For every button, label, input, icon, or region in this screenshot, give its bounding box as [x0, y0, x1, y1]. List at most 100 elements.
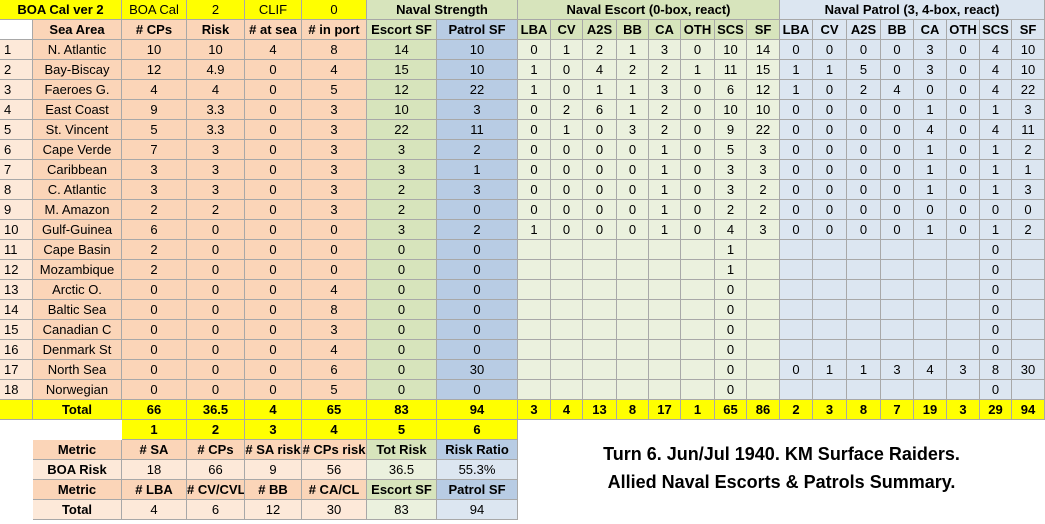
data-cell[interactable]	[518, 240, 551, 260]
column-header[interactable]: BB	[617, 20, 649, 40]
data-cell[interactable]	[947, 380, 980, 400]
data-cell[interactable]	[1012, 280, 1045, 300]
data-cell[interactable]: 0	[780, 140, 813, 160]
data-cell[interactable]: 4	[980, 80, 1012, 100]
data-cell[interactable]: 14	[0, 300, 33, 320]
data-cell[interactable]: 3	[302, 180, 367, 200]
data-cell[interactable]: 0	[813, 40, 847, 60]
total-cell[interactable]: 17	[649, 400, 681, 420]
data-cell[interactable]: 3	[187, 160, 245, 180]
data-cell[interactable]	[947, 300, 980, 320]
data-cell[interactable]	[681, 240, 715, 260]
metric-cell[interactable]: 56	[302, 460, 367, 480]
data-cell[interactable]: 2	[583, 40, 617, 60]
data-cell[interactable]: 4	[715, 220, 747, 240]
data-cell[interactable]: 0	[881, 60, 914, 80]
data-cell[interactable]: 0	[518, 160, 551, 180]
data-cell[interactable]: 0	[847, 160, 881, 180]
data-cell[interactable]	[617, 280, 649, 300]
data-cell[interactable]: 0	[367, 240, 437, 260]
metric-cell[interactable]: Risk Ratio	[437, 440, 518, 460]
data-cell[interactable]	[617, 360, 649, 380]
data-cell[interactable]: 7	[0, 160, 33, 180]
data-cell[interactable]	[780, 320, 813, 340]
data-cell[interactable]: 5	[847, 60, 881, 80]
total-cell[interactable]: 1	[681, 400, 715, 420]
column-header[interactable]: SCS	[980, 20, 1012, 40]
data-cell[interactable]: 0	[947, 60, 980, 80]
sea-area-name[interactable]: Bay-Biscay	[33, 60, 122, 80]
data-cell[interactable]: 0	[780, 180, 813, 200]
metric-cell[interactable]: 36.5	[367, 460, 437, 480]
data-cell[interactable]: 3	[367, 140, 437, 160]
total-cell[interactable]: 3	[813, 400, 847, 420]
data-cell[interactable]	[583, 300, 617, 320]
data-cell[interactable]	[1012, 380, 1045, 400]
data-cell[interactable]: 0	[1012, 200, 1045, 220]
data-cell[interactable]	[780, 380, 813, 400]
data-cell[interactable]	[813, 240, 847, 260]
metric-cell[interactable]: # LBA	[122, 480, 187, 500]
data-cell[interactable]: 1	[649, 160, 681, 180]
data-cell[interactable]: 0	[681, 180, 715, 200]
data-cell[interactable]: 0	[847, 200, 881, 220]
data-cell[interactable]: 22	[437, 80, 518, 100]
data-cell[interactable]: 2	[551, 100, 583, 120]
data-cell[interactable]	[747, 280, 780, 300]
data-cell[interactable]: 0	[367, 280, 437, 300]
data-cell[interactable]: 8	[0, 180, 33, 200]
data-cell[interactable]: 0	[881, 200, 914, 220]
data-cell[interactable]	[780, 260, 813, 280]
data-cell[interactable]: 4	[881, 80, 914, 100]
data-cell[interactable]: 15	[0, 320, 33, 340]
data-cell[interactable]: 11	[437, 120, 518, 140]
data-cell[interactable]: 9	[715, 120, 747, 140]
metric-cell[interactable]: 12	[245, 500, 302, 520]
metric-cell[interactable]: 66	[187, 460, 245, 480]
data-cell[interactable]	[847, 300, 881, 320]
data-cell[interactable]: 9	[122, 100, 187, 120]
metric-cell[interactable]: Patrol SF	[437, 480, 518, 500]
data-cell[interactable]: 10	[187, 40, 245, 60]
data-cell[interactable]	[518, 280, 551, 300]
metric-number[interactable]: 5	[367, 420, 437, 440]
total-cell[interactable]: 8	[847, 400, 881, 420]
sea-area-name[interactable]: North Sea	[33, 360, 122, 380]
data-cell[interactable]: 0	[245, 180, 302, 200]
data-cell[interactable]	[747, 240, 780, 260]
data-cell[interactable]: 2	[1012, 140, 1045, 160]
data-cell[interactable]: 0	[881, 40, 914, 60]
data-cell[interactable]: 15	[747, 60, 780, 80]
data-cell[interactable]: 0	[947, 220, 980, 240]
data-cell[interactable]: 3	[1012, 180, 1045, 200]
data-cell[interactable]: 13	[0, 280, 33, 300]
column-header[interactable]: OTH	[947, 20, 980, 40]
data-cell[interactable]: 2	[122, 200, 187, 220]
data-cell[interactable]: 4	[980, 40, 1012, 60]
data-cell[interactable]: 0	[947, 100, 980, 120]
metric-cell[interactable]: 30	[302, 500, 367, 520]
data-cell[interactable]: 2	[617, 60, 649, 80]
data-cell[interactable]: 3	[649, 80, 681, 100]
data-cell[interactable]: 3	[617, 120, 649, 140]
data-cell[interactable]	[617, 260, 649, 280]
data-cell[interactable]	[914, 340, 947, 360]
metric-cell[interactable]: # CA/CL	[302, 480, 367, 500]
data-cell[interactable]	[847, 340, 881, 360]
data-cell[interactable]: 3	[747, 220, 780, 240]
data-cell[interactable]	[1012, 240, 1045, 260]
data-cell[interactable]: 0	[437, 280, 518, 300]
data-cell[interactable]: 2	[0, 60, 33, 80]
data-cell[interactable]	[947, 320, 980, 340]
data-cell[interactable]: 0	[715, 300, 747, 320]
data-cell[interactable]	[813, 380, 847, 400]
data-cell[interactable]: 1	[813, 60, 847, 80]
data-cell[interactable]: 8	[980, 360, 1012, 380]
data-cell[interactable]	[881, 340, 914, 360]
data-cell[interactable]	[551, 300, 583, 320]
data-cell[interactable]: 0	[780, 360, 813, 380]
total-cell[interactable]: Total	[33, 400, 122, 420]
header-clif[interactable]: CLIF	[245, 0, 302, 20]
data-cell[interactable]	[518, 320, 551, 340]
column-header[interactable]: A2S	[583, 20, 617, 40]
